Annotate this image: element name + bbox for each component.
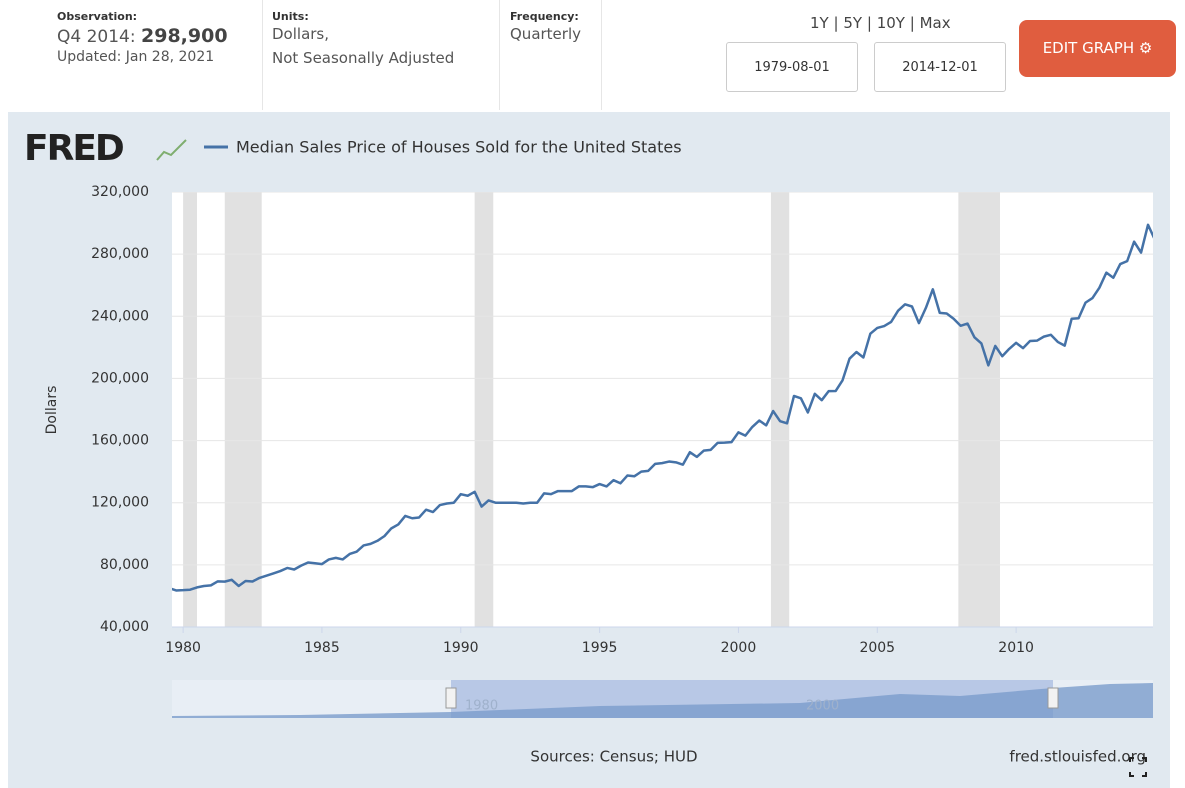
x-tick-label: 1995 bbox=[582, 640, 618, 656]
logo-icon bbox=[156, 139, 187, 161]
legend-label: Median Sales Price of Houses Sold for th… bbox=[236, 138, 682, 157]
ranges: 1Y | 5Y | 10Y | Max bbox=[810, 14, 951, 32]
obs: Q4 2014: 298,900 bbox=[57, 26, 228, 47]
label: EDIT GRAPH bbox=[1042, 39, 1135, 57]
sep: | bbox=[866, 14, 872, 32]
end-date[interactable]: 2014-12-01 bbox=[874, 42, 1006, 92]
start-date[interactable]: 1979-08-01 bbox=[726, 42, 858, 92]
x-tick-label: 2000 bbox=[721, 640, 757, 656]
navigator-handle[interactable] bbox=[445, 687, 457, 709]
sep: | bbox=[833, 14, 839, 32]
x-tick-label: 1985 bbox=[304, 640, 340, 656]
range[interactable]: 10Y bbox=[876, 14, 905, 32]
freq: Quarterly bbox=[510, 25, 581, 43]
x-tick-label: 1990 bbox=[443, 640, 479, 656]
unit-line: Not Seasonally Adjusted bbox=[272, 49, 455, 67]
y-axis-label: Dollars bbox=[44, 386, 60, 435]
y-tick-label: 280,000 bbox=[91, 246, 149, 262]
recession bbox=[474, 192, 494, 627]
y-tick-label: 40,000 bbox=[100, 619, 149, 635]
recession bbox=[770, 192, 790, 627]
updated: Updated: Jan 28, 2021 bbox=[57, 49, 215, 65]
navigator-area bbox=[172, 683, 1153, 718]
y-tick-label: 160,000 bbox=[91, 433, 149, 449]
range[interactable]: 1Y bbox=[810, 14, 829, 32]
y-tick-label: 200,000 bbox=[91, 370, 149, 386]
plot-area bbox=[172, 192, 1153, 627]
header: Observation: Q4 2014: 298,900 Updated: J… bbox=[0, 0, 1185, 110]
y-tick-label: 320,000 bbox=[91, 184, 149, 200]
value: 298,900 bbox=[141, 25, 228, 47]
sep: | bbox=[909, 14, 915, 32]
divider bbox=[499, 0, 500, 110]
recession bbox=[224, 192, 262, 627]
frequency: Frequency: Quarterly bbox=[510, 10, 581, 44]
y-tick-label: 240,000 bbox=[91, 308, 149, 324]
units: Units: Dollars, Not Seasonally Adjusted bbox=[272, 10, 454, 68]
x-tick-label: 2005 bbox=[859, 640, 895, 656]
navigator-label: 2000 bbox=[806, 699, 839, 714]
divider bbox=[262, 0, 263, 110]
recession bbox=[958, 192, 1001, 627]
fullscreen-icon[interactable] bbox=[1129, 757, 1147, 777]
label: Frequency: bbox=[510, 10, 579, 23]
series-line bbox=[172, 223, 1153, 592]
observation: Observation: Q4 2014: 298,900 Updated: J… bbox=[57, 10, 228, 67]
divider bbox=[601, 0, 602, 110]
site: fred.stlouisfed.org bbox=[1009, 748, 1146, 766]
edit-graph[interactable]: EDIT GRAPH ⚙ bbox=[1019, 20, 1176, 77]
navigator-handle[interactable] bbox=[1047, 687, 1059, 709]
logo: FRED bbox=[24, 128, 123, 169]
unit-line: Dollars, bbox=[272, 25, 330, 43]
label: Units: bbox=[272, 10, 309, 23]
recession bbox=[183, 192, 197, 627]
sources: Sources: Census; HUD bbox=[530, 748, 697, 766]
period: Q4 2014: bbox=[57, 27, 136, 47]
y-tick-label: 120,000 bbox=[91, 495, 149, 511]
navigator-label: 1980 bbox=[465, 699, 498, 714]
range[interactable]: 5Y bbox=[843, 14, 863, 32]
x-tick-label: 1980 bbox=[165, 640, 201, 656]
label: Observation: bbox=[57, 10, 138, 23]
y-tick-label: 80,000 bbox=[100, 557, 149, 573]
range[interactable]: Max bbox=[919, 14, 951, 32]
x-tick-label: 2010 bbox=[998, 640, 1034, 656]
